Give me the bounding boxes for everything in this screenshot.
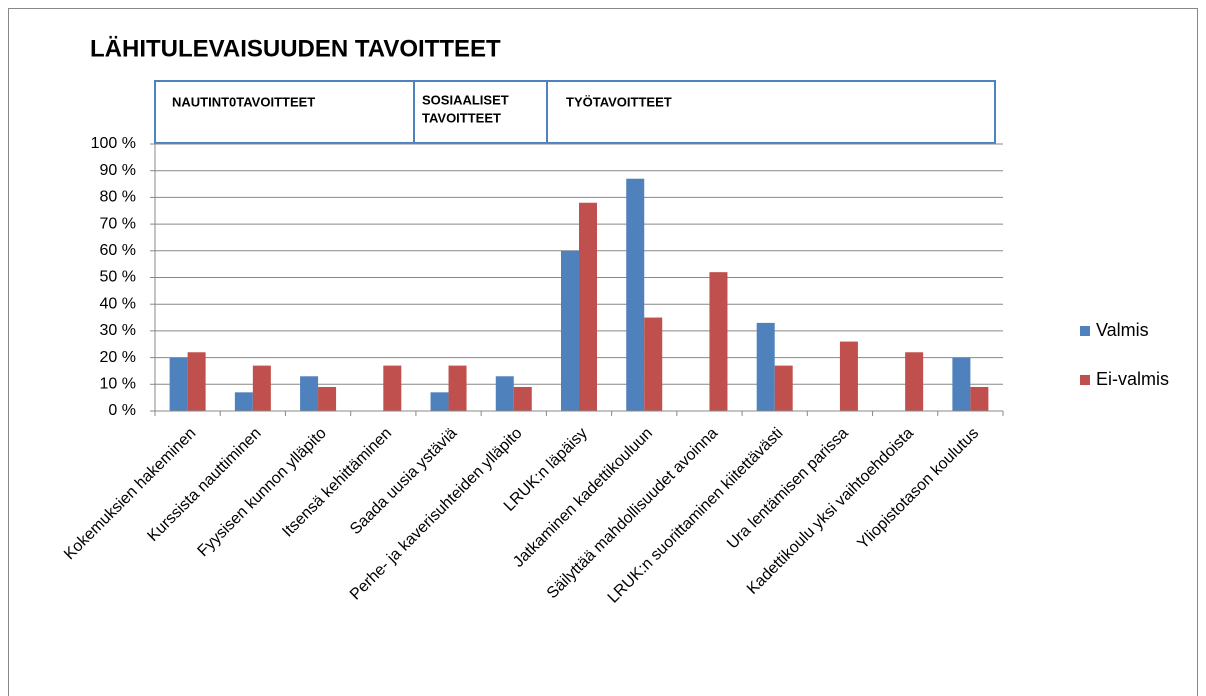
- bar: [169, 357, 188, 411]
- group-label: NAUTINT0TAVOITTEET: [172, 94, 315, 109]
- bar: [561, 250, 579, 411]
- y-tick-label: 30 %: [100, 322, 136, 339]
- bar: [626, 178, 645, 411]
- chart-title: LÄHITULEVAISUUDEN TAVOITTEET: [90, 35, 501, 62]
- bar: [905, 352, 924, 411]
- bar: [970, 386, 989, 411]
- bar: [644, 317, 663, 411]
- bar: [709, 272, 728, 411]
- legend-label: Ei-valmis: [1096, 369, 1169, 389]
- y-tick-label: 100 %: [91, 135, 136, 152]
- group-label: SOSIAALISET: [422, 92, 509, 107]
- bar: [234, 392, 253, 411]
- y-tick-label: 10 %: [100, 376, 136, 393]
- chart-frame: [8, 8, 1198, 696]
- y-tick-label: 60 %: [100, 242, 136, 259]
- bar: [495, 376, 514, 411]
- y-tick-label: 40 %: [100, 295, 136, 312]
- bar: [579, 202, 597, 411]
- y-tick-label: 70 %: [100, 215, 136, 232]
- bar: [952, 357, 971, 411]
- bar: [774, 365, 793, 411]
- bar: [252, 365, 271, 411]
- bar: [383, 365, 402, 411]
- legend-label: Valmis: [1096, 320, 1149, 340]
- legend-swatch: [1080, 375, 1090, 385]
- group-label: TAVOITTEET: [422, 110, 501, 125]
- y-tick-label: 20 %: [100, 349, 136, 366]
- group-label: TYÖTAVOITTEET: [566, 94, 672, 109]
- y-tick-label: 0 %: [108, 402, 136, 419]
- bar: [513, 386, 532, 411]
- bar: [300, 376, 319, 411]
- y-tick-label: 50 %: [100, 269, 136, 286]
- y-tick-label: 90 %: [100, 162, 136, 179]
- bar: [839, 341, 858, 411]
- bar: [756, 322, 775, 411]
- group-boxes: NAUTINT0TAVOITTEET SOSIAALISET TAVOITTEE…: [154, 80, 996, 144]
- bar: [318, 386, 337, 411]
- bar: [448, 365, 467, 411]
- legend-swatch: [1080, 326, 1090, 336]
- group-box: [546, 80, 996, 144]
- bar: [430, 392, 449, 411]
- y-tick-label: 80 %: [100, 189, 136, 206]
- bar: [187, 352, 206, 411]
